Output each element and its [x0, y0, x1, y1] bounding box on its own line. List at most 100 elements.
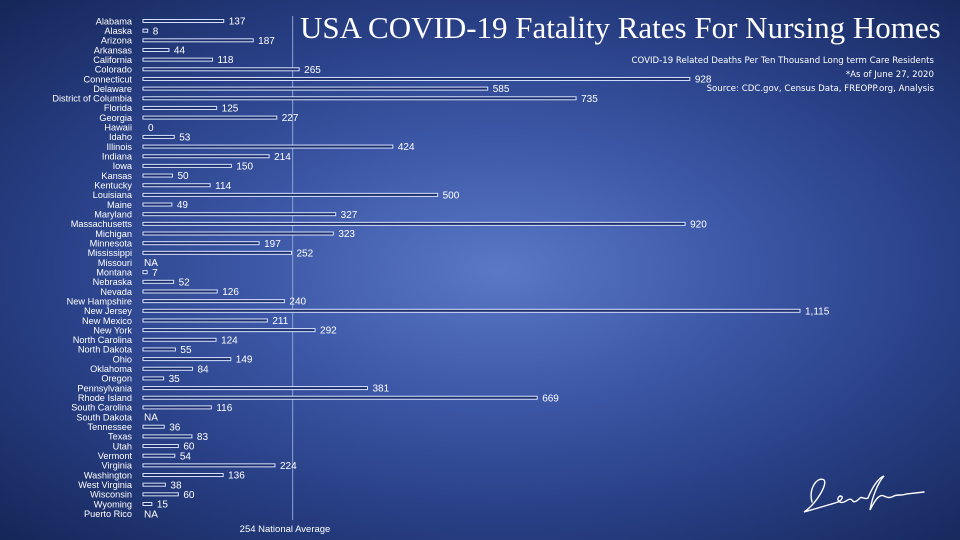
bar-alaska — [142, 28, 149, 33]
value-label-virginia: 224 — [280, 461, 297, 472]
bar-new-jersey — [142, 308, 801, 313]
bar-minnesota — [142, 241, 260, 246]
bar-tennessee — [142, 424, 165, 429]
value-label-nebraska: 52 — [179, 277, 191, 288]
value-label-maryland: 327 — [341, 210, 358, 221]
bar-texas — [142, 434, 193, 439]
value-label-tennessee: 36 — [169, 422, 181, 433]
category-label-delaware: Delaware — [93, 84, 132, 94]
value-label-wyoming: 15 — [157, 500, 169, 511]
bar-new-mexico — [142, 318, 268, 323]
bar-kansas — [142, 173, 173, 178]
category-label-connecticut: Connecticut — [83, 74, 132, 84]
value-label-puerto-rico: NA — [144, 509, 158, 520]
value-label-ohio: 149 — [236, 355, 253, 366]
value-label-iowa: 150 — [236, 162, 253, 173]
bar-oklahoma — [142, 366, 193, 371]
value-label-pennsylvania: 381 — [372, 384, 389, 395]
category-label-iowa: Iowa — [113, 161, 133, 171]
category-label-new-york: New York — [93, 325, 132, 335]
bar-montana — [142, 270, 148, 275]
value-label-indiana: 214 — [274, 152, 291, 163]
category-label-michigan: Michigan — [95, 229, 132, 239]
category-label-puerto-rico: Puerto Rico — [84, 509, 132, 519]
bar-south-carolina — [142, 405, 212, 410]
value-label-alabama: 137 — [229, 17, 246, 28]
value-label-new-jersey: 1,115 — [805, 306, 830, 317]
bar-iowa — [142, 163, 232, 168]
category-label-utah: Utah — [113, 441, 132, 451]
category-label-georgia: Georgia — [99, 113, 133, 123]
category-label-new-hampshire: New Hampshire — [67, 296, 132, 306]
signature — [798, 468, 928, 518]
bar-idaho — [142, 134, 175, 139]
category-label-south-dakota: South Dakota — [76, 412, 133, 422]
bar-georgia — [142, 115, 278, 120]
category-label-south-carolina: South Carolina — [71, 403, 133, 413]
category-label-florida: Florida — [104, 103, 133, 113]
category-label-minnesota: Minnesota — [90, 238, 133, 248]
category-label-oklahoma: Oklahoma — [90, 364, 133, 374]
category-label-new-mexico: New Mexico — [82, 316, 132, 326]
bar-alabama — [142, 19, 225, 23]
bar-california — [142, 57, 214, 62]
value-label-wisconsin: 60 — [183, 490, 195, 501]
value-label-louisiana: 500 — [443, 190, 460, 201]
category-label-alaska: Alaska — [104, 26, 132, 36]
value-label-new-hampshire: 240 — [289, 297, 306, 308]
value-label-kansas: 50 — [177, 171, 189, 182]
chart-title: USA COVID-19 Fatality Rates For Nursing … — [300, 10, 941, 45]
category-label-massachusetts: Massachusetts — [71, 219, 133, 229]
value-label-west-virginia: 38 — [170, 480, 182, 491]
value-label-idaho: 53 — [179, 133, 191, 144]
value-label-vermont: 54 — [180, 451, 192, 462]
bar-new-york — [142, 328, 316, 333]
signature-icon — [803, 475, 925, 513]
category-label-texas: Texas — [108, 432, 132, 442]
category-label-missouri: Missouri — [98, 258, 132, 268]
bar-maine — [142, 202, 173, 207]
bar-colorado — [142, 67, 300, 72]
category-label-nebraska: Nebraska — [93, 277, 133, 287]
category-label-hawaii: Hawaii — [104, 123, 132, 133]
category-label-idaho: Idaho — [109, 132, 132, 142]
bar-washington — [142, 473, 224, 478]
category-label-colorado: Colorado — [95, 65, 132, 75]
bar-district-of-columbia — [142, 96, 577, 101]
category-label-vermont: Vermont — [98, 451, 133, 461]
value-label-missouri: NA — [144, 258, 158, 269]
bar-michigan — [142, 231, 334, 236]
value-label-florida: 125 — [222, 104, 239, 115]
value-label-california: 118 — [218, 55, 234, 66]
category-label-california: California — [93, 55, 133, 65]
value-label-new-york: 292 — [320, 326, 337, 337]
bar-mississippi — [142, 250, 292, 255]
category-label-nevada: Nevada — [100, 287, 133, 297]
category-label-west-virginia: West Virginia — [78, 480, 133, 490]
bar-north-dakota — [142, 347, 176, 352]
bar-nebraska — [142, 279, 175, 284]
bar-florida — [142, 105, 218, 110]
category-label-new-jersey: New Jersey — [84, 306, 132, 316]
bar-vermont — [142, 453, 176, 458]
value-label-nevada: 126 — [222, 287, 239, 298]
bar-kentucky — [142, 183, 211, 188]
value-label-mississippi: 252 — [296, 248, 313, 259]
bar-delaware — [142, 86, 489, 91]
value-label-maine: 49 — [177, 200, 189, 211]
bar-nevada — [142, 289, 218, 294]
value-label-north-dakota: 55 — [180, 345, 192, 356]
bar-rhode-island — [142, 395, 538, 400]
bar-arizona — [142, 38, 254, 43]
bar-new-hampshire — [142, 299, 285, 304]
bar-pennsylvania — [142, 386, 368, 391]
chart-subtitle: COVID-19 Related Deaths Per Ten Thousand… — [631, 56, 934, 66]
category-label-wyoming: Wyoming — [94, 499, 132, 509]
bar-massachusetts — [142, 221, 686, 226]
category-label-rhode-island: Rhode Island — [78, 393, 132, 403]
value-label-new-mexico: 211 — [272, 316, 288, 327]
category-label-kentucky: Kentucky — [94, 181, 132, 191]
category-label-mississippi: Mississippi — [88, 248, 132, 258]
category-label-north-carolina: North Carolina — [73, 335, 133, 345]
